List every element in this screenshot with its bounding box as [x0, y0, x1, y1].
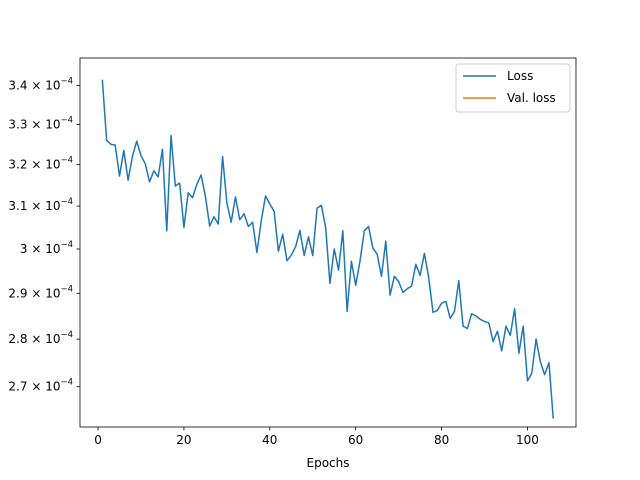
legend-label-loss: Loss: [507, 69, 533, 83]
y-tick-label: 3 × 10−4: [20, 240, 73, 256]
x-tick-label: 40: [262, 433, 277, 447]
y-tick-label: 3.1 × 10−4: [8, 197, 73, 213]
y-axis-ticks: 2.7 × 10−4 2.8 × 10−4 2.9 × 10−4 3 × 10−4 3.…: [8, 76, 80, 394]
x-axis-ticks: 0 20 40 60 80 100: [94, 427, 539, 447]
legend: Loss Val. loss: [455, 63, 571, 113]
y-tick-label: 2.9 × 10−4: [8, 284, 73, 300]
y-tick-label: 3.4 × 10−4: [8, 76, 73, 92]
series-line-loss: [101, 79, 554, 419]
x-tick-label: 20: [176, 433, 191, 447]
x-tick-label: 100: [516, 433, 539, 447]
legend-label-val-loss: Val. loss: [507, 91, 556, 105]
x-tick-label: 0: [94, 433, 102, 447]
series-layer: [101, 79, 554, 419]
y-tick-label: 2.7 × 10−4: [8, 378, 73, 394]
x-tick-label: 60: [348, 433, 363, 447]
plot-frame: [79, 57, 577, 428]
y-tick-label: 3.2 × 10−4: [8, 156, 73, 172]
y-tick-label: 2.8 × 10−4: [8, 330, 73, 346]
x-tick-label: 80: [434, 433, 449, 447]
x-axis-label: Epochs: [307, 456, 350, 470]
y-tick-label: 3.3 × 10−4: [8, 115, 73, 131]
